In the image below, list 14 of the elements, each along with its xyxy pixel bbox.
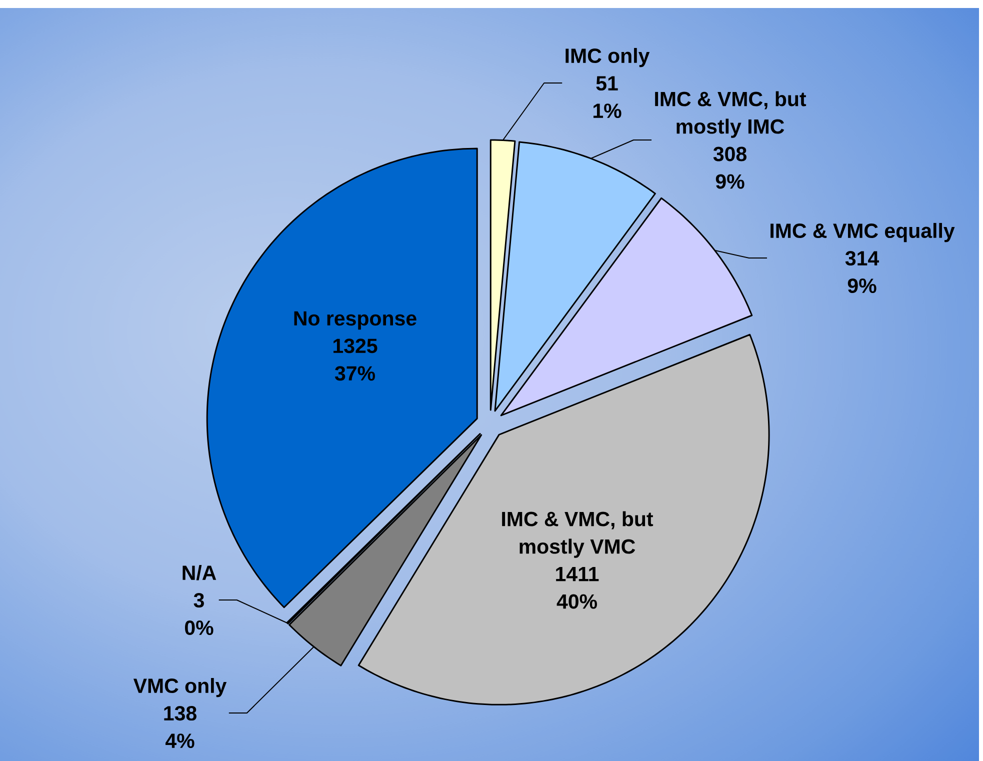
legend-label: No response xyxy=(294,311,416,330)
slice-label: IMC & VMC equally xyxy=(770,222,955,242)
data-label: 1411 40% xyxy=(556,566,599,609)
data-label: 1325 37% xyxy=(334,338,378,381)
slice-label: IMC only xyxy=(566,48,650,68)
data-label: 314 9% xyxy=(845,251,880,294)
data-label: 138 4% xyxy=(164,706,196,748)
data-label: 51 1% xyxy=(593,76,622,118)
slice-label: IMC & VMC, but mostly VMC xyxy=(502,511,654,558)
data-label: 3 0% xyxy=(185,593,214,636)
slice-label: VMC only xyxy=(133,678,227,698)
slice-label: IMC & VMC, but mostly IMC xyxy=(655,91,806,138)
slice-label: N/A xyxy=(182,564,216,580)
data-label: 308 9% xyxy=(713,146,746,189)
